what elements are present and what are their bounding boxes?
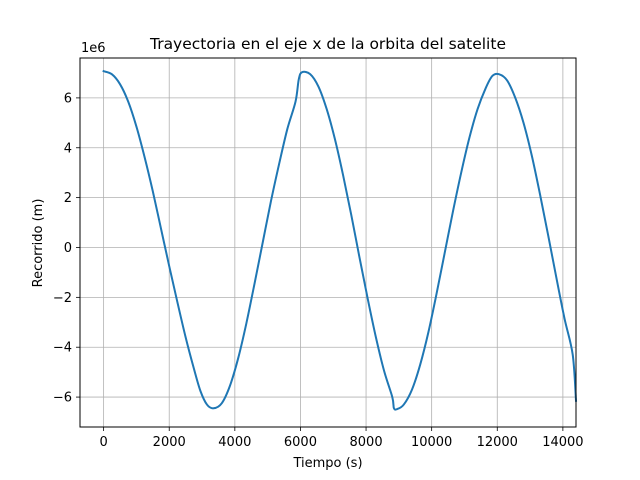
x-tick-label: 4000 <box>218 435 251 450</box>
y-tick-label: −4 <box>53 341 72 356</box>
plot-background <box>80 58 576 427</box>
x-tick-label: 14000 <box>542 435 583 450</box>
y-tick-label: 6 <box>64 91 72 106</box>
y-tick-label: 4 <box>64 141 72 156</box>
chart-title: Trayectoria en el eje x de la orbita del… <box>149 35 506 53</box>
x-tick-label: 0 <box>99 435 107 450</box>
grid <box>80 58 576 427</box>
x-tick-label: 6000 <box>284 435 317 450</box>
x-axis-label: Tiempo (s) <box>292 456 362 471</box>
x-tick-label: 2000 <box>153 435 186 450</box>
y-tick-label: −6 <box>53 391 72 406</box>
series-line <box>102 69 578 411</box>
y-axis: −6 −4 −2 0 2 4 6 <box>53 91 80 406</box>
x-tick-label: 8000 <box>350 435 383 450</box>
plot-frame <box>79 57 577 428</box>
x-tick-label: 12000 <box>477 435 518 450</box>
y-offset-label: 1e6 <box>81 41 106 56</box>
x-tick-label: 10000 <box>411 435 452 450</box>
y-tick-label: −2 <box>53 291 72 306</box>
y-tick-label: 0 <box>64 241 72 256</box>
x-axis: 0 2000 4000 6000 8000 10000 12000 14000 <box>99 427 584 450</box>
y-axis-label: Recorrido (m) <box>31 199 46 288</box>
y-tick-label: 2 <box>64 191 72 206</box>
series-layer <box>102 69 578 411</box>
